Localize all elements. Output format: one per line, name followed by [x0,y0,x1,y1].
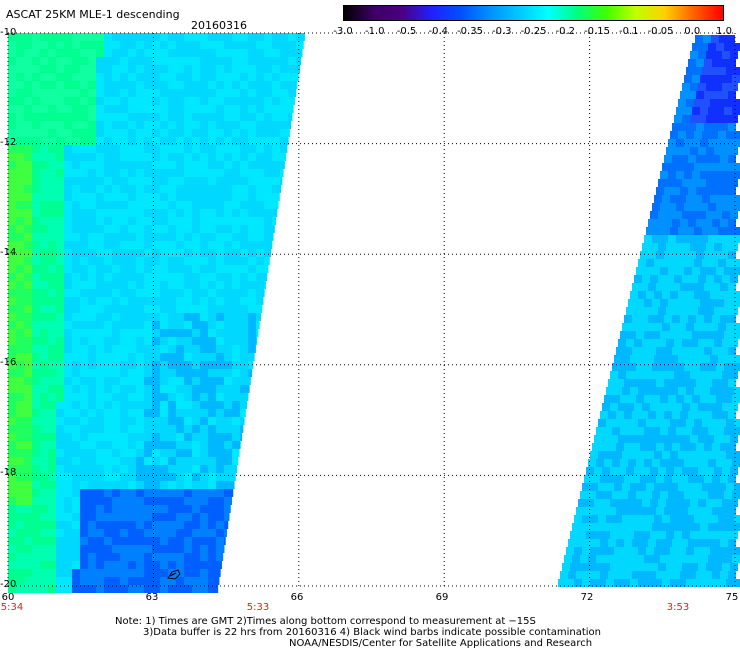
time-label: 5:33 [246,602,270,613]
lat-label: -16 [0,357,17,368]
colorbar-label: -0.5 [396,26,417,37]
note-line-2: 3)Data buffer is 22 hrs from 20160316 4)… [143,627,601,638]
lon-label: 66 [290,592,304,603]
colorbar-label: -0.3 [491,26,512,37]
lon-label: 60 [1,592,15,603]
colorbar-label: -1.0 [364,26,385,37]
colorbar-label: -0.15 [584,26,610,37]
note-line-3: NOAA/NESDIS/Center for Satellite Applica… [289,638,593,649]
lat-lon-grid [7,32,736,587]
swath-left [8,33,305,593]
map-date: 20160316 [191,19,247,32]
lon-label: 69 [435,592,449,603]
lon-label: 63 [145,592,159,603]
colorbar-label: -0.4 [428,26,449,37]
map-title: ASCAT 25KM MLE-1 descending [6,8,180,21]
colorbar-label: -0.1 [618,26,639,37]
colorbar-label: 0.0 [684,26,701,37]
colorbar-label: -0.2 [555,26,576,37]
lon-label: 75 [725,592,739,603]
time-label: 3:53 [666,602,690,613]
colorbar-label: 1.0 [716,26,732,37]
lon-label: 72 [580,592,594,603]
lat-label: -18 [0,467,17,478]
colorbar-label: -3.0 [333,26,353,37]
colorbar-label: -0.25 [520,26,547,37]
wind-barb-icon [167,569,181,580]
swath-right [558,35,740,587]
colorbar-label: -0.35 [457,26,483,37]
time-label: 5:34 [0,602,24,613]
colorbar-label: -0.05 [647,26,674,37]
note-line-1: Note: 1) Times are GMT 2)Times along bot… [115,616,536,627]
lat-label: -14 [0,247,17,258]
lat-label: -10 [0,27,17,38]
colorbar [343,5,724,21]
colorbar-gradient [344,6,723,20]
lat-label: -12 [0,137,17,148]
lat-label: -20 [0,579,17,590]
